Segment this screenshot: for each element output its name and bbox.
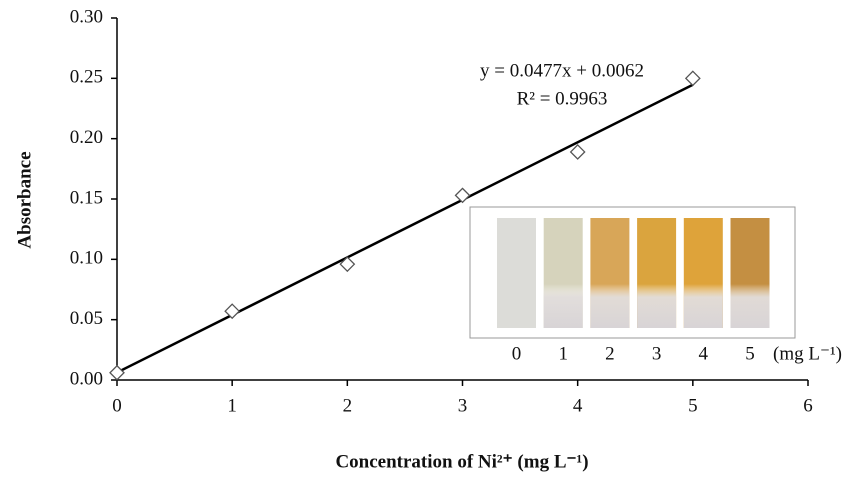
inset-unit: (mg L⁻¹) bbox=[773, 343, 842, 364]
trendline-equation: y = 0.0477x + 0.0062 bbox=[480, 60, 644, 81]
trendline-r2: R² = 0.9963 bbox=[517, 88, 608, 109]
y-tick-label: 0.00 bbox=[70, 368, 103, 389]
inset-label: 2 bbox=[605, 343, 615, 364]
inset-label: 4 bbox=[699, 343, 709, 364]
test-strip-shade bbox=[543, 218, 583, 328]
x-tick-label: 3 bbox=[458, 395, 468, 416]
y-tick-label: 0.15 bbox=[70, 187, 103, 208]
test-strip-shade bbox=[590, 218, 630, 328]
inset-label: 1 bbox=[558, 343, 568, 364]
test-strip bbox=[497, 218, 536, 328]
y-tick-label: 0.30 bbox=[70, 6, 103, 27]
test-strip-shade bbox=[730, 218, 770, 328]
x-tick-label: 0 bbox=[112, 395, 122, 416]
x-axis-label: Concentration of Ni²⁺ (mg L⁻¹) bbox=[335, 451, 588, 472]
y-tick-label: 0.05 bbox=[70, 308, 103, 329]
x-tick-label: 2 bbox=[343, 395, 353, 416]
y-tick-label: 0.20 bbox=[70, 127, 103, 148]
inset-label: 0 bbox=[512, 343, 522, 364]
y-axis-label: Absorbance bbox=[14, 151, 35, 248]
x-tick-label: 1 bbox=[227, 395, 237, 416]
x-tick-label: 6 bbox=[803, 395, 813, 416]
data-point bbox=[224, 303, 241, 320]
test-strip-shade bbox=[683, 218, 723, 328]
inset-label: 5 bbox=[745, 343, 755, 364]
trendline bbox=[116, 83, 694, 374]
y-tick-label: 0.10 bbox=[70, 248, 103, 269]
x-tick-label: 4 bbox=[573, 395, 583, 416]
data-point bbox=[339, 256, 356, 273]
test-strip-shade bbox=[637, 218, 677, 328]
data-point bbox=[454, 187, 471, 204]
inset-label: 3 bbox=[652, 343, 662, 364]
data-point bbox=[109, 364, 125, 381]
data-point bbox=[684, 70, 701, 87]
data-point bbox=[569, 144, 586, 160]
x-tick-label: 5 bbox=[688, 395, 698, 416]
y-tick-label: 0.25 bbox=[70, 67, 103, 88]
